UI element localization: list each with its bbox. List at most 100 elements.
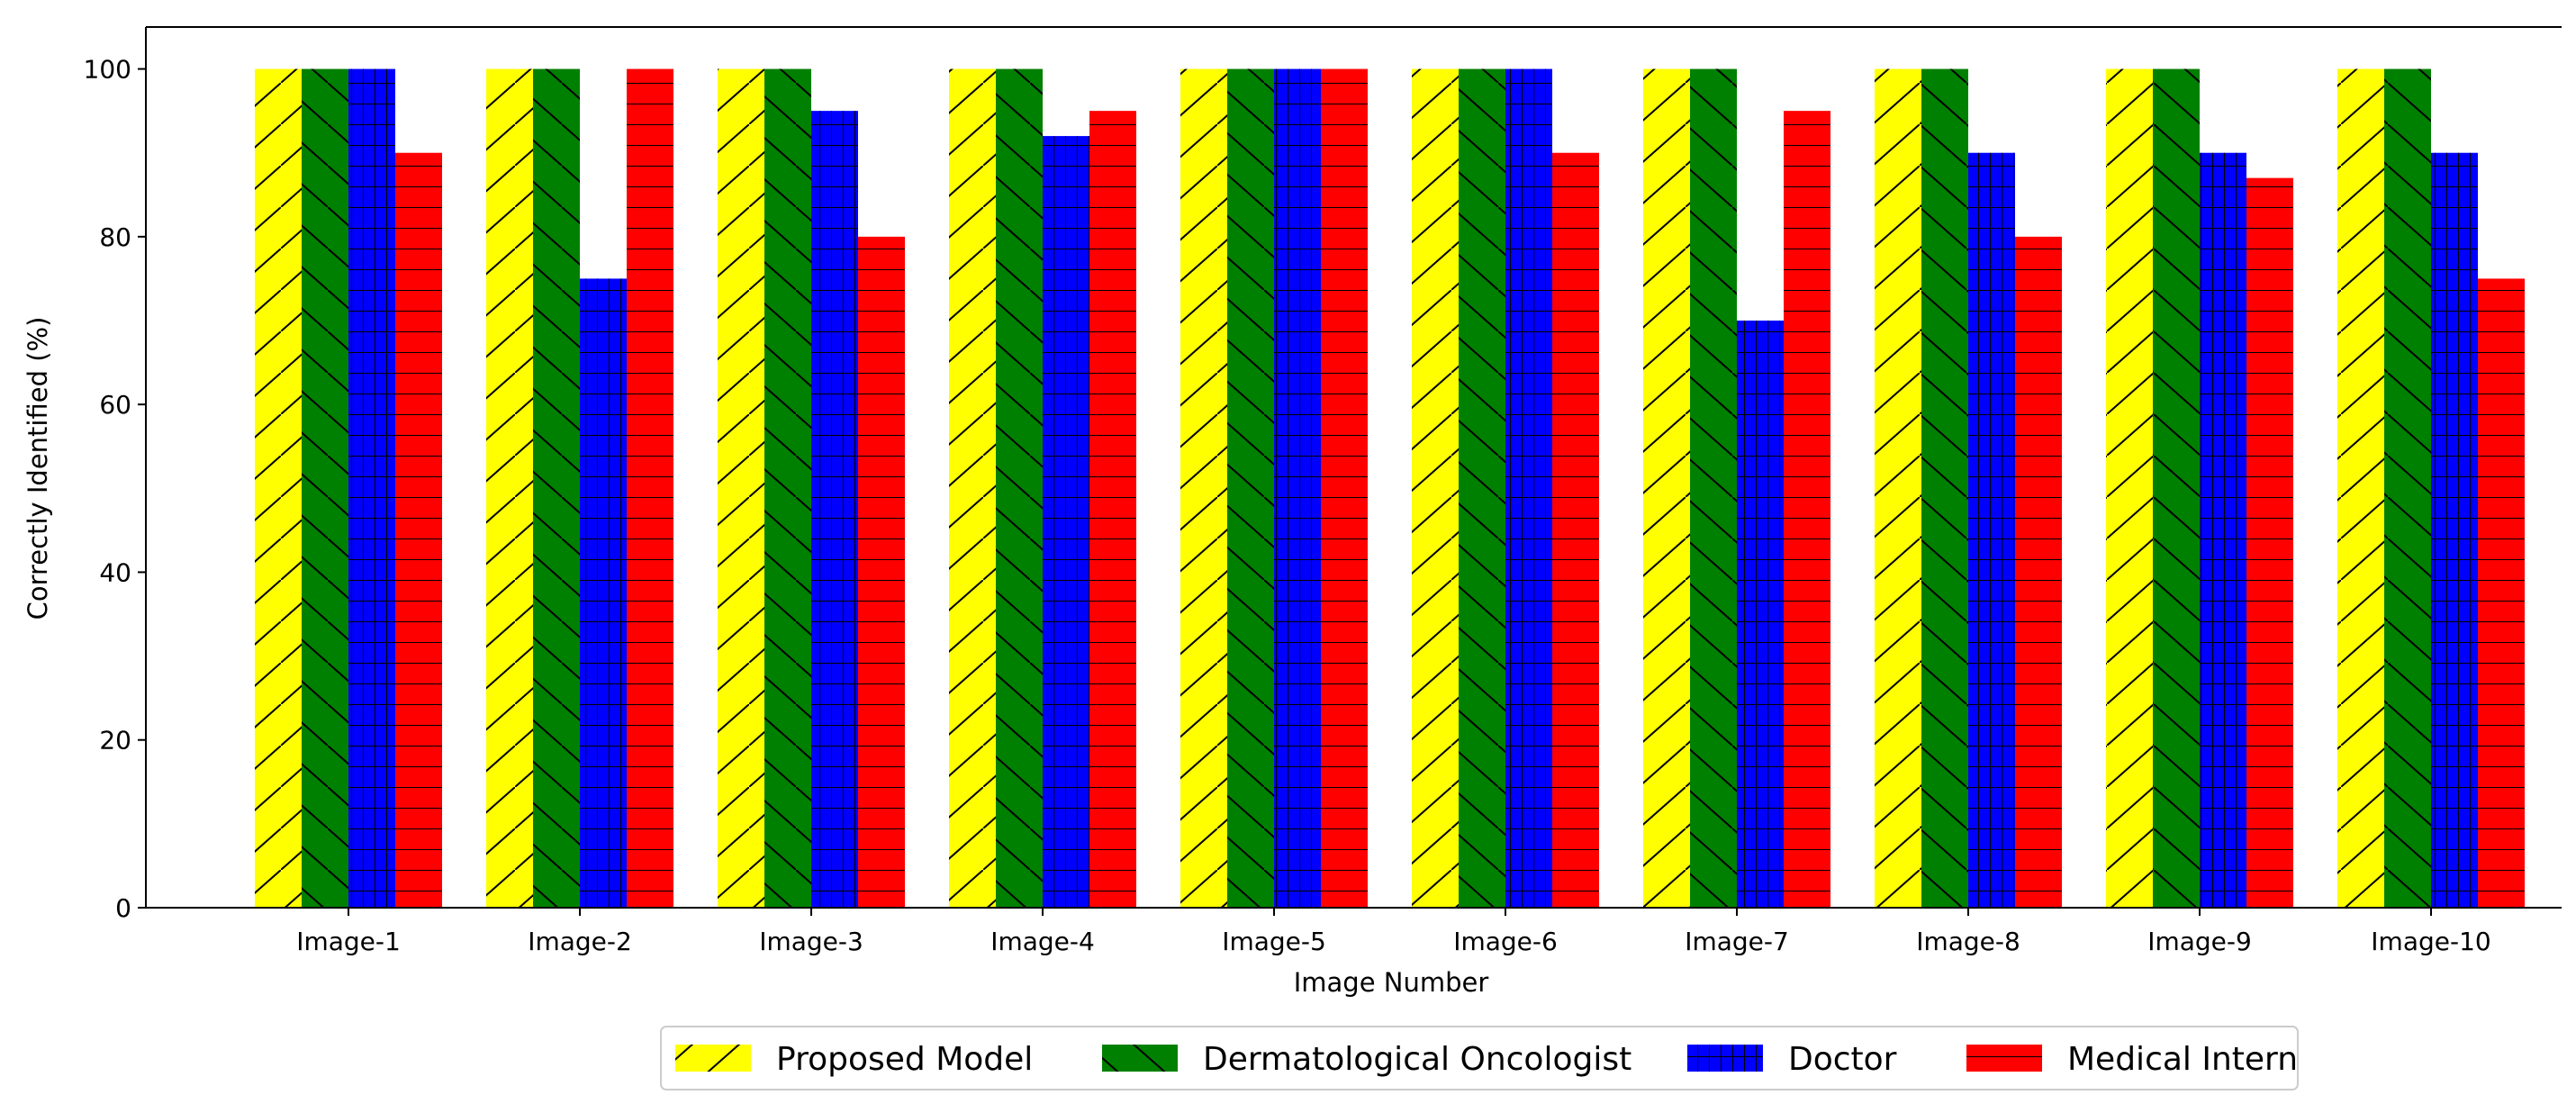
bar-medical-intern-image-8 (2015, 236, 2062, 908)
bar-medical-intern-image-3 (858, 236, 905, 908)
bar-dermatological-oncologist-image-6-hatch (1459, 68, 1505, 909)
bar-proposed-model-image-4-hatch (949, 68, 996, 909)
legend-entry-dermatological-oncologist-swatch-hatch (1102, 1045, 1178, 1072)
bar-doctor-image-1-hatch (348, 68, 395, 909)
bar-proposed-model-image-6-hatch (1412, 68, 1459, 909)
bar-dermatological-oncologist-image-3 (764, 68, 811, 909)
bar-medical-intern-image-1-hatch (395, 152, 442, 908)
bar-dermatological-oncologist-image-4 (996, 68, 1043, 909)
bar-proposed-model-image-4 (949, 68, 996, 909)
bar-proposed-model-image-6 (1412, 68, 1459, 909)
bar-medical-intern-image-3-hatch (858, 236, 905, 908)
bar-medical-intern-image-4-hatch (1089, 111, 1136, 908)
bar-dermatological-oncologist-image-1 (302, 68, 348, 909)
bar-medical-intern-image-1 (395, 152, 442, 908)
bar-proposed-model-image-7 (1643, 68, 1690, 909)
bar-doctor-image-5-hatch (1274, 68, 1321, 909)
y-tick-label-80: 80 (99, 222, 131, 252)
legend: Proposed Model Dermatological Oncologist D… (660, 1026, 2299, 1090)
bar-dermatological-oncologist-image-10 (2384, 68, 2431, 909)
x-tick-label-image-5: Image-5 (1222, 927, 1326, 956)
legend-entry-dermatological-oncologist: Dermatological Oncologist (1102, 1041, 1631, 1078)
bar-doctor-image-10-hatch (2431, 152, 2478, 908)
legend-entry-doctor: Doctor (1687, 1041, 1897, 1078)
bar-doctor-image-6-hatch (1505, 68, 1552, 909)
bar-proposed-model-image-5-hatch (1180, 68, 1227, 909)
x-tick-label-image-9: Image-9 (2147, 927, 2252, 956)
bar-doctor-image-8-hatch (1968, 152, 2015, 908)
bar-doctor-image-7-hatch (1737, 321, 1784, 908)
bar-medical-intern-image-6 (1552, 152, 1599, 908)
bar-medical-intern-image-9-hatch (2246, 177, 2293, 908)
legend-entry-proposed-model-swatch-hatch (675, 1045, 751, 1072)
legend-entry-proposed-model: Proposed Model (675, 1041, 1033, 1078)
bar-dermatological-oncologist-image-8 (1921, 68, 1968, 909)
bar-doctor-image-9 (2200, 152, 2246, 908)
bars-group (255, 68, 2525, 909)
bar-proposed-model-image-9-hatch (2106, 68, 2153, 909)
bar-medical-intern-image-2-hatch (627, 68, 673, 909)
bar-medical-intern-image-9 (2246, 177, 2293, 908)
x-tick-label-image-8: Image-8 (1916, 927, 2020, 956)
bar-dermatological-oncologist-image-2-hatch (533, 68, 580, 909)
bar-doctor-image-4 (1043, 136, 1089, 909)
legend-entry-medical-intern: Medical Intern (1966, 1041, 2298, 1078)
bar-doctor-image-6 (1505, 68, 1552, 909)
x-axis-label: Image Number (1294, 967, 1489, 998)
bar-medical-intern-image-5-hatch (1321, 68, 1368, 909)
y-tick-label-0: 0 (115, 893, 131, 923)
bar-doctor-image-2 (580, 278, 627, 908)
y-axis-label: Correctly Identified (%) (23, 317, 53, 620)
x-tick-label-image-2: Image-2 (528, 927, 632, 956)
bar-dermatological-oncologist-image-6 (1459, 68, 1505, 909)
bar-doctor-image-4-hatch (1043, 136, 1089, 909)
bar-doctor-image-8 (1968, 152, 2015, 908)
bar-doctor-image-2-hatch (580, 278, 627, 908)
bar-doctor-image-5 (1274, 68, 1321, 909)
bar-doctor-image-3-hatch (811, 111, 858, 908)
x-tick-label-image-1: Image-1 (296, 927, 401, 956)
legend-entry-proposed-model-label: Proposed Model (776, 1041, 1033, 1078)
bar-doctor-image-10 (2431, 152, 2478, 908)
legend-entry-doctor-label: Doctor (1788, 1041, 1897, 1078)
legend-entry-dermatological-oncologist-label: Dermatological Oncologist (1203, 1041, 1631, 1078)
bar-dermatological-oncologist-image-7 (1690, 68, 1737, 909)
y-tick-label-60: 60 (99, 390, 131, 420)
bar-doctor-image-9-hatch (2200, 152, 2246, 908)
bar-medical-intern-image-10 (2478, 278, 2525, 908)
x-tick-label-image-4: Image-4 (990, 927, 1095, 956)
bar-medical-intern-image-2 (627, 68, 673, 909)
bar-medical-intern-image-6-hatch (1552, 152, 1599, 908)
bar-proposed-model-image-9 (2106, 68, 2153, 909)
bar-dermatological-oncologist-image-9-hatch (2153, 68, 2200, 909)
x-tick-label-image-10: Image-10 (2371, 927, 2490, 956)
bar-proposed-model-image-3 (718, 68, 764, 909)
bar-dermatological-oncologist-image-10-hatch (2384, 68, 2431, 909)
x-tick-label-image-3: Image-3 (759, 927, 863, 956)
bar-doctor-image-3 (811, 111, 858, 908)
bar-dermatological-oncologist-image-5-hatch (1227, 68, 1274, 909)
bar-proposed-model-image-1 (255, 68, 302, 909)
y-tick-label-40: 40 (99, 557, 131, 587)
y-tick-label-100: 100 (84, 55, 131, 85)
y-tick-label-20: 20 (99, 726, 131, 756)
bar-proposed-model-image-2-hatch (486, 68, 533, 909)
x-tick-label-image-6: Image-6 (1453, 927, 1558, 956)
bar-dermatological-oncologist-image-1-hatch (302, 68, 348, 909)
legend-entry-medical-intern-swatch-hatch (1966, 1045, 2042, 1072)
legend-entry-medical-intern-label: Medical Intern (2067, 1041, 2298, 1078)
bar-medical-intern-image-4 (1089, 111, 1136, 908)
bar-proposed-model-image-10 (2337, 68, 2384, 909)
bar-proposed-model-image-8 (1875, 68, 1921, 909)
bar-proposed-model-image-2 (486, 68, 533, 909)
legend-frame (660, 1026, 2299, 1090)
bar-doctor-image-7 (1737, 321, 1784, 908)
bar-medical-intern-image-7 (1784, 111, 1830, 908)
bar-proposed-model-image-8-hatch (1875, 68, 1921, 909)
bar-proposed-model-image-10-hatch (2337, 68, 2384, 909)
bar-medical-intern-image-8-hatch (2015, 236, 2062, 908)
bar-dermatological-oncologist-image-3-hatch (764, 68, 811, 909)
axes-group (145, 26, 2562, 909)
